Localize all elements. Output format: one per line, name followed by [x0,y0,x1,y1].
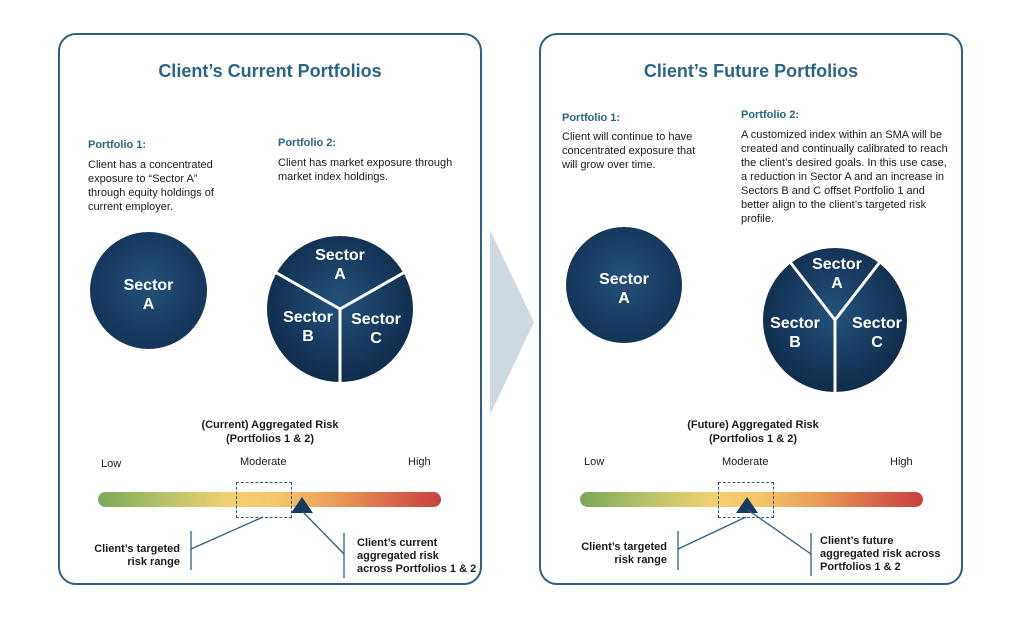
pie-label-sector-b: Sector B [770,315,820,351]
pie-label-sector-b: Sector B [283,309,333,345]
connector-targeted-diagonal-right [677,516,747,550]
risk-title-line-2: (Portfolios 1 & 2) [225,433,314,445]
risk-title-line-1: (Future) Aggregated Risk [687,419,819,431]
current-risk-marker-icon [291,497,313,513]
portfolio-2-heading: Portfolio 2: [278,137,337,149]
pie-divider-1 [274,270,341,311]
risk-title-line-2: (Portfolios 1 & 2) [708,433,797,445]
scale-label-high: High [408,456,431,468]
portfolio-2-description: A customized index within an SMA will be… [741,129,948,225]
pie-divider-1 [789,261,837,321]
scale-label-high: High [890,456,913,468]
targeted-risk-range-box [236,482,292,518]
portfolio-1-heading: Portfolio 1: [88,139,147,151]
portfolio-1-description: Client will continue to have concentrate… [562,131,696,171]
pie-divider-2 [833,261,881,321]
sector-pie-chart [762,247,908,393]
future-risk-marker-icon [736,497,758,513]
risk-gradient-bar [580,492,923,507]
pie-divider-2 [339,270,406,311]
connector-current-diagonal [302,511,345,555]
pie-label-sector-c: Sector C [852,315,902,351]
sector-a-circle [90,232,207,349]
panel-title: Client’s Current Portfolios [158,61,382,81]
sector-pie-chart [267,236,413,382]
pie-label-sector-a: Sector A [315,247,365,283]
risk-title: (Current) Aggregated Risk (Portfolios 1 … [170,418,370,446]
sector-a-circle [566,227,682,343]
scale-label-moderate: Moderate [722,456,769,468]
connector-targeted-diagonal-left [190,516,264,550]
connector-future-diagonal [747,509,812,555]
sector-a-circle-label: Sector A [123,277,174,313]
transition-arrow-icon [490,230,534,415]
pie-label-sector-a: Sector A [812,256,862,292]
panel-title: Client’s Future Portfolios [643,61,859,81]
callout-current-aggregated-risk: Client’s current aggregated risk across … [357,537,477,575]
portfolio-2-heading: Portfolio 2: [741,109,800,121]
callout-future-aggregated-risk: Client’s future aggregated risk across P… [820,535,941,573]
risk-gradient-bar [98,492,441,507]
sector-a-circle-label: Sector A [599,271,649,307]
portfolio-1-heading: Portfolio 1: [562,112,621,124]
portfolio-2-description: Client has market exposure through marke… [278,157,453,183]
scale-label-low: Low [584,456,605,468]
risk-title: (Future) Aggregated Risk (Portfolios 1 &… [653,418,853,446]
callout-targeted-risk-range: Client’s targeted risk range [581,541,667,566]
scale-label-moderate: Moderate [240,456,287,468]
portfolio-1-description: Client has a concentrated exposure to “S… [88,159,214,213]
pie-label-sector-c: Sector C [351,311,401,347]
callout-targeted-risk-range: Client’s targeted risk range [94,543,180,568]
future-portfolios-panel: Client’s Future Portfolios Portfolio 1: … [539,33,963,585]
current-portfolios-panel: Client’s Current Portfolios Portfolio 1:… [58,33,482,585]
scale-label-low: Low [101,458,122,470]
risk-title-line-1: (Current) Aggregated Risk [201,419,339,431]
